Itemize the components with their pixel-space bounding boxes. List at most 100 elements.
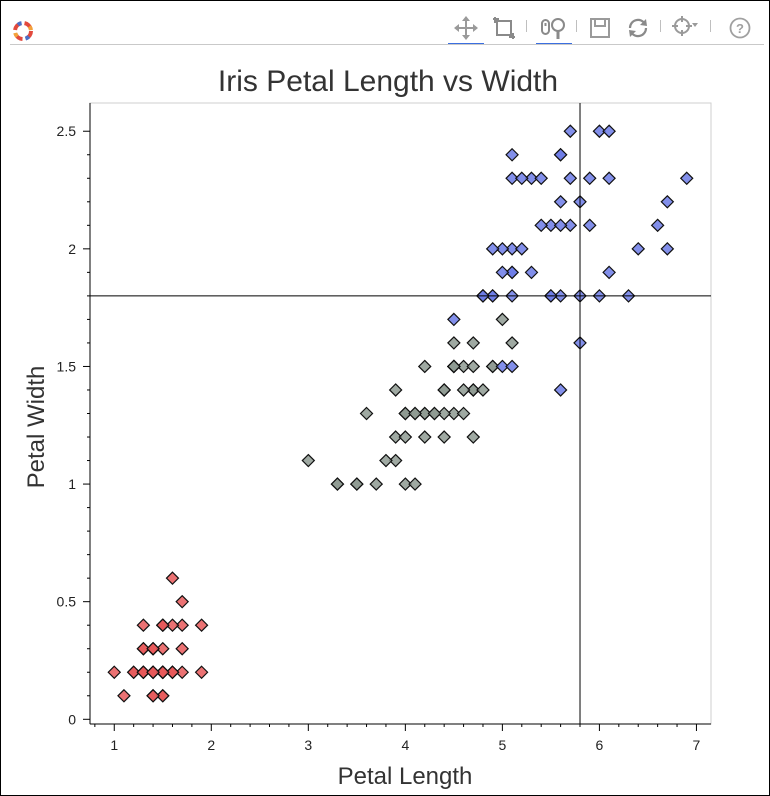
series-2-point (447, 312, 461, 327)
series-0-point (165, 618, 180, 633)
toolbar-separator (660, 20, 661, 32)
series-0-point (126, 665, 141, 680)
series-1-point (369, 477, 384, 491)
y-tick-label: 0.5 (57, 594, 77, 610)
series-1-point (466, 383, 481, 397)
help-icon[interactable]: ? (726, 14, 754, 42)
series-2-point (524, 265, 539, 280)
series-2-point (553, 194, 568, 209)
series-1-point (456, 383, 471, 397)
box-zoom-icon[interactable] (490, 14, 518, 42)
series-1-point (408, 406, 422, 421)
points-layer (107, 124, 694, 703)
series-2-point (514, 241, 529, 256)
series-0-point (136, 618, 151, 633)
pan-icon[interactable] (448, 14, 484, 45)
series-1-point (417, 430, 432, 444)
series-2-point (505, 147, 519, 162)
series-0-point (146, 688, 160, 703)
x-tick-label: 2 (207, 737, 215, 753)
series-1-point (388, 430, 403, 444)
scatter-chart[interactable]: Iris Petal Length vs Width 1 2 3 4 5 6 700.511… (0, 50, 770, 794)
series-2-point (602, 265, 616, 280)
svg-text:?: ? (736, 21, 744, 36)
series-1-point (466, 430, 481, 444)
series-2-point (495, 241, 510, 256)
series-2-point (582, 171, 597, 186)
series-2-point (544, 218, 558, 233)
x-tick-label: 6 (596, 737, 604, 753)
series-2-point (563, 171, 578, 186)
series-2-point (553, 147, 568, 162)
save-icon[interactable] (586, 14, 614, 42)
toolbar-divider (10, 44, 764, 45)
series-1-point (379, 453, 393, 468)
series-0-point (194, 618, 209, 633)
series-0-point (155, 688, 170, 703)
series-2-point (650, 218, 665, 233)
series-1-point (398, 430, 413, 444)
series-2-point (631, 241, 646, 256)
series-1-point (427, 406, 442, 421)
y-tick-label: 2 (68, 241, 76, 257)
series-2-point (592, 124, 607, 139)
series-1-point (408, 477, 422, 491)
y-axis-label: Petal Width (23, 366, 50, 489)
series-1-point (456, 359, 471, 374)
series-2-point (660, 241, 675, 256)
x-tick-label: 5 (498, 737, 506, 753)
axes: 1 2 3 4 5 6 7 0 0.5 1 1.5 2 2.5 (57, 103, 711, 753)
series-1-point (388, 453, 403, 468)
series-1-point (505, 336, 519, 350)
series-2-point (602, 124, 616, 139)
y-tick-label: 1.5 (57, 358, 77, 374)
series-1-point (447, 336, 461, 350)
series-1-point (301, 453, 316, 468)
series-2-point (534, 171, 549, 186)
series-0-point (175, 641, 190, 656)
x-tick-label: 1 (110, 737, 118, 753)
toolbar-separator (526, 20, 527, 32)
series-2-point (505, 171, 519, 186)
series-0-point (136, 665, 151, 680)
series-2-point (505, 241, 519, 256)
series-2-point (505, 359, 519, 374)
series-1-point (417, 359, 432, 374)
x-tick-label: 7 (693, 737, 701, 753)
series-2-point (553, 383, 568, 397)
series-1-point (495, 312, 510, 327)
series-1-point (330, 477, 345, 491)
series-2-point (582, 218, 597, 233)
series-0-point (165, 571, 180, 586)
series-0-point (175, 618, 190, 633)
series-1-point (447, 359, 461, 374)
series-1-point (417, 406, 432, 421)
series-0-point (136, 641, 151, 656)
series-2-point (553, 218, 568, 233)
series-1-point (388, 383, 403, 397)
series-0-point (155, 618, 170, 633)
series-2-point (534, 218, 549, 233)
series-2-point (514, 171, 529, 186)
series-2-point (679, 171, 694, 186)
series-1-point (398, 406, 413, 421)
reset-icon[interactable] (624, 14, 652, 42)
series-0-point (146, 665, 160, 680)
wheel-zoom-icon[interactable] (536, 14, 572, 45)
series-2-point (505, 265, 519, 280)
series-1-point (466, 359, 481, 374)
y-tick-label: 2.5 (57, 123, 77, 139)
crosshair-icon[interactable] (670, 14, 698, 42)
chart-title: Iris Petal Length vs Width (218, 65, 558, 98)
series-1-point (398, 477, 413, 491)
toolbar-separator (576, 20, 577, 32)
series-1-point (349, 477, 364, 491)
bokeh-logo-icon (10, 18, 36, 44)
series-2-point (602, 171, 616, 186)
series-0-point (175, 594, 190, 609)
series-0-point (155, 665, 170, 680)
series-1-point (437, 406, 452, 421)
series-0-point (107, 665, 122, 680)
series-0-point (117, 688, 131, 703)
